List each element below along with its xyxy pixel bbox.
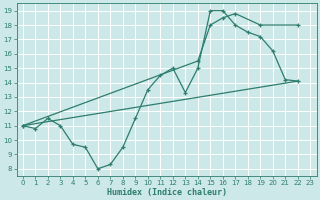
X-axis label: Humidex (Indice chaleur): Humidex (Indice chaleur) [107, 188, 227, 197]
